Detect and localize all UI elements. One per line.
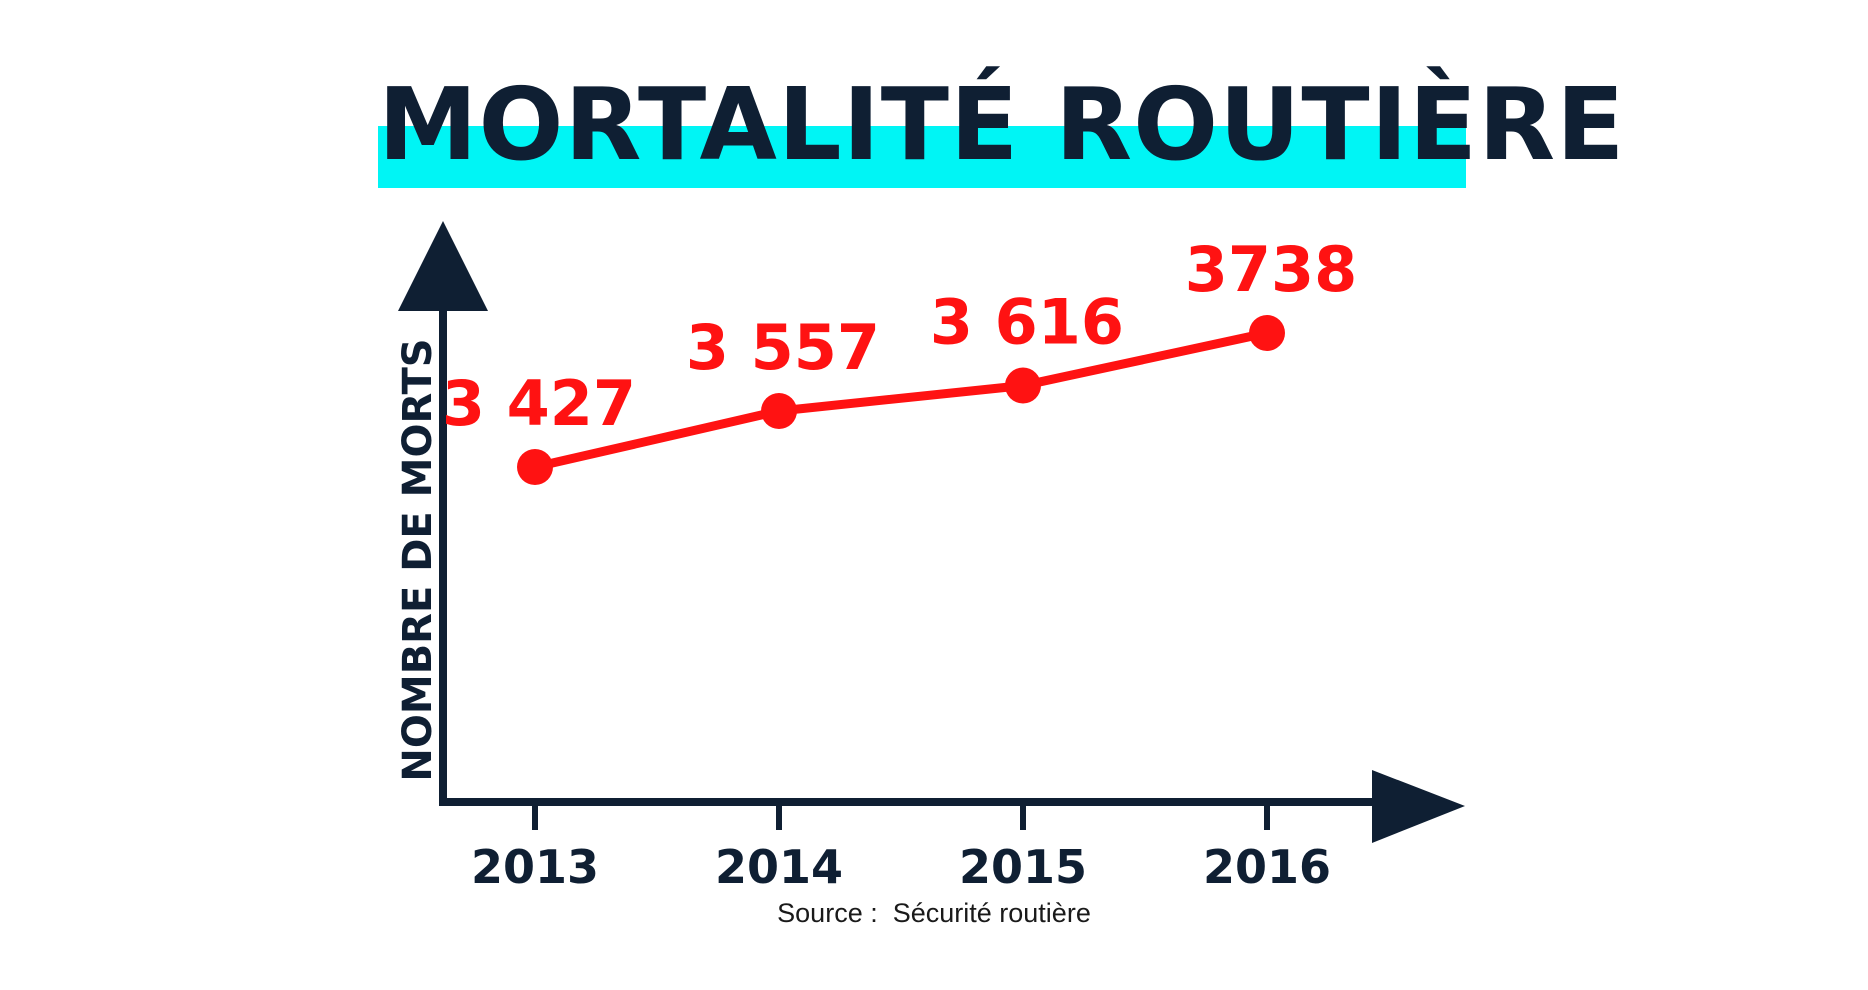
x-tick-label: 2013 [471,840,599,894]
value-labels: 3 427 3 557 3 616 3738 [442,233,1357,440]
axes: NOMBRE DE MORTS [395,221,1465,843]
y-axis-label: NOMBRE DE MORTS [395,338,441,781]
data-point [1005,367,1041,404]
data-label: 3 427 [442,367,636,440]
series-line [533,328,1268,472]
data-label: 3 616 [930,286,1124,359]
chart-title: MORTALITÉ ROUTIÈRE [378,66,1626,183]
x-tick-label: 2016 [1203,840,1331,894]
x-tick-label: 2014 [715,840,843,894]
data-point [761,392,797,429]
data-label: 3 557 [686,311,880,384]
source-note: Source : Sécurité routière [0,898,1868,929]
data-point [517,449,553,486]
data-point [1249,314,1285,351]
title-highlight-band [378,126,1466,188]
source-label: Source : [777,898,878,928]
x-tick-label: 2015 [959,840,1087,894]
data-label: 3738 [1185,233,1358,306]
x-axis-arrow-icon [1372,770,1465,843]
y-axis-arrow-icon [398,221,488,311]
x-ticks: 2013 2014 2015 2016 [471,806,1331,894]
source-text: Sécurité routière [892,898,1091,928]
series [517,314,1285,486]
